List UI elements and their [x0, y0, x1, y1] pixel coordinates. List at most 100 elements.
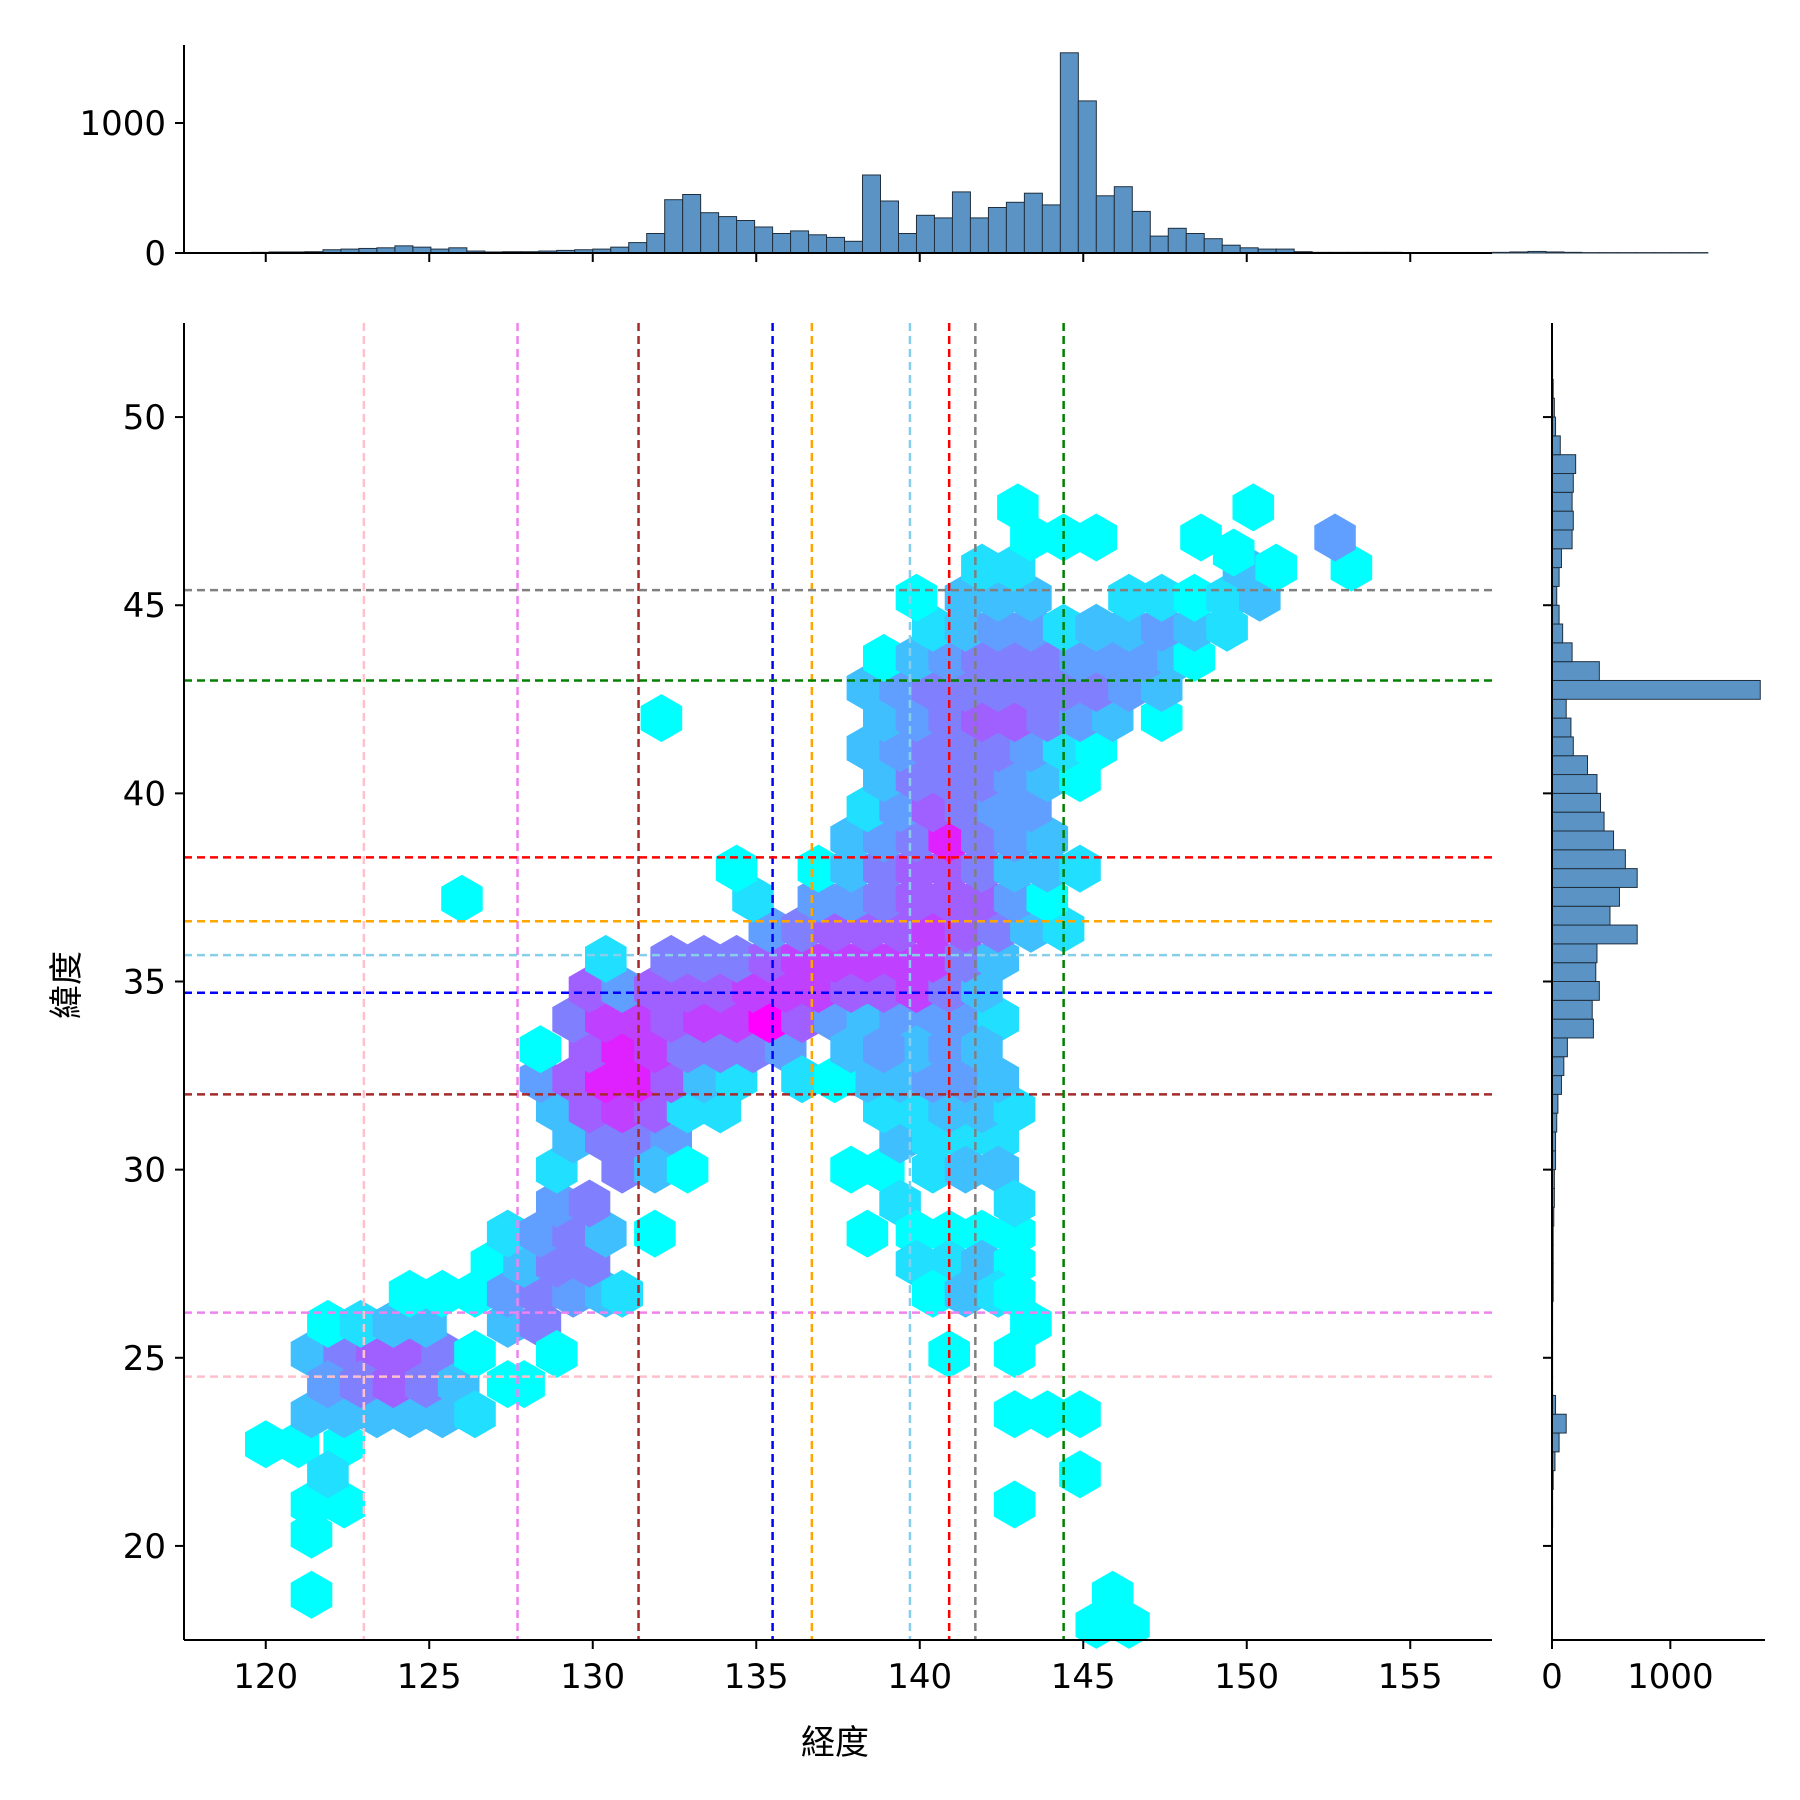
- top-hist-bar: [969, 217, 989, 254]
- top-hist-bar: [646, 233, 666, 254]
- hexbin-cell: [536, 1179, 578, 1228]
- hexbin-cell: [1059, 1450, 1101, 1499]
- top-hist-bar: [394, 245, 414, 254]
- hexbin-cell: [863, 1025, 905, 1074]
- right-hist-bar: [1551, 736, 1574, 757]
- hexbin-cell: [1314, 513, 1356, 562]
- hexbin-cell: [519, 1025, 562, 1074]
- hexbin-cell: [1010, 513, 1052, 562]
- hexbin-cell: [993, 1179, 1036, 1228]
- top-hist-bar: [1527, 250, 1547, 254]
- hexbin-cell: [1180, 513, 1222, 562]
- hexbin-cell: [895, 874, 938, 923]
- hexbin-cell: [830, 1145, 872, 1194]
- hexbin-cell: [634, 1209, 676, 1258]
- hexbin-cell: [1140, 603, 1183, 652]
- top-hist-bar: [1059, 52, 1079, 254]
- top-hist-bar: [1077, 100, 1097, 254]
- y-tick-label: 30: [123, 1151, 166, 1191]
- hexbin-cell: [1026, 1390, 1069, 1439]
- right-hist-bar: [1551, 454, 1577, 475]
- top-marginal-histogram: 0 1000: [79, 45, 1709, 274]
- hexbin-cell: [830, 1025, 872, 1074]
- hexbin-cell: [977, 1145, 1019, 1194]
- right-hist-bar: [1551, 491, 1573, 512]
- top-hist-bar: [844, 240, 864, 254]
- hexbin-cell: [1059, 1390, 1101, 1439]
- y-tick-label: 20: [123, 1527, 166, 1567]
- hexbin-cell: [503, 1360, 545, 1409]
- top-hist-bar: [1221, 244, 1241, 254]
- hexbin-cell: [1140, 573, 1183, 622]
- right-hist-bar: [1551, 698, 1567, 719]
- right-hist-bar: [1551, 1075, 1562, 1095]
- hexbin-cell: [519, 1055, 562, 1104]
- right-hist-bar: [1551, 811, 1605, 832]
- hexbin-cell: [1212, 528, 1255, 577]
- hexbin-cell: [1140, 694, 1183, 743]
- right-hist-bar: [1551, 905, 1611, 926]
- hexbin-cell: [863, 874, 905, 923]
- top-hist-bar: [1563, 251, 1583, 254]
- top-hist-bar: [718, 216, 738, 254]
- y-tick-label: 45: [123, 586, 166, 626]
- hexbin-cell: [961, 874, 1003, 923]
- hexbin-cell: [912, 934, 954, 983]
- hexbin-cell: [536, 1330, 578, 1378]
- hexbin-cell: [405, 1360, 447, 1409]
- right-hist-bar: [1551, 1056, 1565, 1077]
- top-hist-bar: [915, 214, 935, 254]
- top-hist-bar: [880, 200, 899, 254]
- hexbin-cell: [715, 934, 758, 983]
- hexbin-cell: [781, 934, 823, 983]
- top-hist-bar: [1041, 204, 1061, 254]
- hexbin-cell: [1255, 543, 1297, 592]
- hexbin-cell: [1075, 513, 1118, 562]
- hexbin-cell: [245, 1420, 287, 1469]
- hexbin-cell: [1108, 573, 1150, 622]
- top-hist-bar: [772, 233, 792, 254]
- hexbin-cell: [1232, 483, 1275, 532]
- top-hist-bar: [862, 174, 882, 254]
- x-tick-label: 135: [724, 1657, 789, 1697]
- top-hist-bar: [1545, 251, 1565, 254]
- hexbin-cell: [307, 1450, 349, 1499]
- top-hist-bar: [1491, 251, 1511, 254]
- hexbin-cell: [895, 573, 938, 622]
- top-hist-bar: [808, 234, 828, 254]
- hexbin-cell: [993, 1480, 1036, 1529]
- right-hist-bar: [1551, 886, 1620, 907]
- hexbin-cell: [1206, 603, 1248, 652]
- hexbin-cell: [454, 1390, 496, 1439]
- x-tick-label: 150: [1214, 1657, 1279, 1697]
- top-hist-bar: [933, 217, 953, 254]
- right-hist-bar: [1551, 962, 1597, 983]
- x-tick-label: 130: [560, 1657, 625, 1697]
- top-hist-bar: [736, 220, 756, 254]
- top-hist-bar: [951, 191, 971, 254]
- right-hist-bar: [1551, 642, 1573, 663]
- hexbin-cell: [993, 1209, 1036, 1258]
- x-tick-label: 145: [1051, 1657, 1116, 1697]
- top-hist-bar: [1113, 186, 1133, 254]
- hexbin-cell: [601, 1145, 643, 1194]
- hexbin-cell: [961, 1209, 1003, 1258]
- y-axis-title: 緯度: [47, 951, 87, 1019]
- x-tick-label: 155: [1378, 1657, 1443, 1697]
- hexbin-cell: [1173, 603, 1216, 652]
- hexbin-cell: [961, 1025, 1003, 1074]
- hexbin-cell: [977, 603, 1019, 652]
- right-hist-bar: [1551, 868, 1638, 888]
- top-hist-bar: [897, 233, 917, 254]
- main-plot: 120 125 130 135 140 145 150 155 20 25 30 35 40 45 50 経…: [47, 323, 1492, 1763]
- hexbin-cell: [339, 1360, 382, 1409]
- hexbin-cell: [568, 1179, 611, 1228]
- hexbin-cell: [895, 1025, 938, 1074]
- right-hist-bar: [1551, 792, 1602, 813]
- hexbin-cell: [601, 1269, 643, 1318]
- y-tick-label: 25: [123, 1339, 166, 1379]
- right-hist-bar: [1551, 623, 1564, 644]
- hexbin-cell: [895, 1209, 938, 1258]
- top-hist-bar: [1131, 210, 1151, 254]
